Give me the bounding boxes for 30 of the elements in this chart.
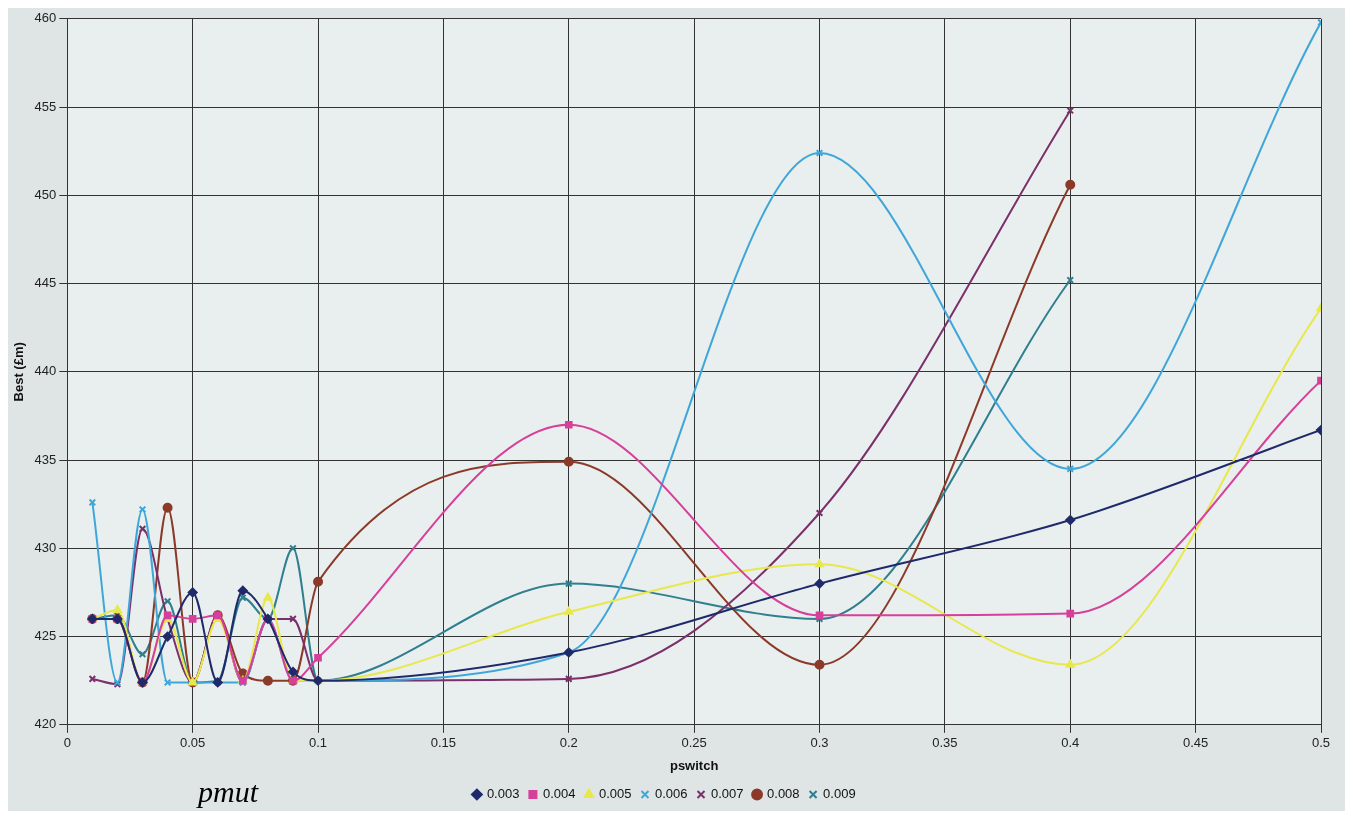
- legend-label: 0.008: [767, 786, 800, 802]
- y-tick-label: 455: [34, 98, 57, 114]
- x-tick-label: 0.15: [430, 735, 457, 751]
- y-tick-label: 445: [34, 275, 57, 291]
- legend-label: 0.009: [823, 786, 856, 802]
- y-tick-label: 435: [34, 451, 57, 467]
- x-tick-label: 0.25: [681, 735, 707, 751]
- legend-label: 0.005: [598, 786, 632, 802]
- legend-label: 0.006: [654, 786, 688, 802]
- y-tick-label: 450: [34, 186, 57, 202]
- y-axis-title: Best (£m): [11, 342, 27, 402]
- x-tick-label: 0.3: [810, 735, 829, 751]
- y-tick-label: 460: [34, 10, 57, 26]
- y-tick-label: 420: [34, 716, 57, 732]
- x-tick-label: 0.2: [559, 735, 578, 751]
- legend-label: 0.007: [711, 786, 744, 802]
- x-tick-label: 0.5: [1311, 735, 1331, 751]
- y-tick-label: 440: [34, 363, 57, 379]
- x-tick-label: 0.1: [308, 735, 328, 751]
- x-tick-label: 0.45: [1182, 735, 1209, 751]
- x-tick-label: 0.05: [180, 735, 206, 751]
- x-tick-label: 0: [63, 735, 71, 751]
- x-axis-title: pswitch: [669, 757, 719, 773]
- x-tick-label: 0.4: [1061, 735, 1080, 751]
- legend-label: 0.003: [486, 786, 520, 802]
- legend-title: pmut: [198, 775, 258, 809]
- y-tick-label: 425: [34, 628, 57, 644]
- y-tick-label: 430: [34, 539, 57, 555]
- x-tick-label: 0.35: [932, 735, 958, 751]
- legend-label: 0.004: [542, 786, 576, 802]
